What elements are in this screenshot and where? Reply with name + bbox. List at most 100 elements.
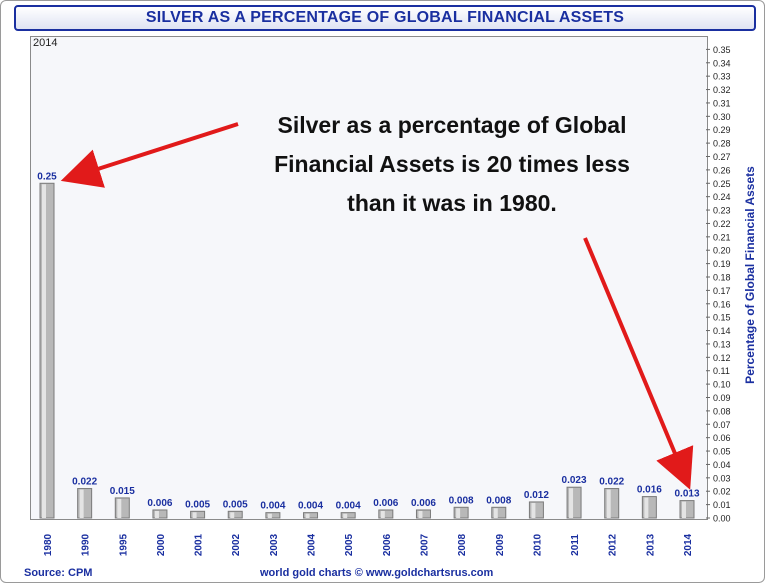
x-tick-label-1990: 1990	[81, 533, 92, 556]
y-tick-label: 0.11	[713, 366, 730, 376]
x-tick-label-2006: 2006	[382, 533, 393, 556]
bar-highlight	[305, 513, 310, 518]
value-label-2000: 0.006	[147, 498, 172, 509]
annotation-text: Silver as a percentage of Global Financi…	[222, 106, 682, 223]
y-tick-label: 0.35	[713, 45, 731, 55]
credit-label: world gold charts © www.goldchartsrus.co…	[260, 567, 494, 579]
plot-area	[30, 36, 708, 520]
x-tick-label-1995: 1995	[118, 533, 129, 556]
y-tick-label: 0.30	[713, 112, 731, 122]
annotation-line-3: than it was in 1980.	[347, 190, 557, 216]
chart-title: SILVER AS A PERCENTAGE OF GLOBAL FINANCI…	[145, 9, 625, 26]
y-tick-label: 0.24	[713, 192, 731, 202]
bar-2004	[303, 512, 319, 519]
value-label-2005: 0.004	[336, 501, 361, 512]
y-tick-label: 0.18	[713, 273, 731, 283]
value-label-1990: 0.022	[72, 477, 97, 488]
annotation-line-1: Silver as a percentage of Global	[277, 112, 627, 138]
year-tag: 2014	[33, 37, 58, 49]
bar-highlight	[192, 512, 197, 518]
bar-2005	[340, 512, 356, 519]
bar-2009	[491, 506, 507, 519]
y-tick-label: 0.13	[713, 339, 731, 349]
y-tick-label: 0.16	[713, 299, 731, 309]
bar-highlight	[380, 510, 385, 518]
y-tick-label: 0.06	[713, 433, 731, 443]
x-tick-label-2005: 2005	[344, 533, 355, 556]
y-tick-label: 0.14	[713, 326, 731, 336]
y-tick-label: 0.12	[713, 353, 731, 363]
bar-2006	[378, 509, 394, 519]
annotation-line-2: Financial Assets is 20 times less	[274, 151, 630, 177]
bar-highlight	[154, 510, 159, 518]
value-label-2007: 0.006	[411, 498, 436, 509]
y-tick-label: 0.02	[713, 487, 731, 497]
y-tick-label: 0.10	[713, 380, 731, 390]
bar-2003	[265, 512, 281, 519]
y-tick-label: 0.31	[713, 98, 731, 108]
bar-highlight	[42, 184, 46, 518]
bar-highlight	[343, 513, 348, 518]
bar-2007	[415, 509, 431, 519]
x-tick-label-2004: 2004	[307, 533, 318, 556]
value-label-2008: 0.008	[449, 495, 474, 506]
x-tick-label-2014: 2014	[683, 533, 694, 556]
x-tick-label-2003: 2003	[269, 533, 280, 556]
y-tick-label: 0.29	[713, 125, 731, 135]
y-tick-label: 0.22	[713, 219, 731, 229]
y-tick-label: 0.01	[713, 500, 731, 510]
x-tick-label-2011: 2011	[570, 534, 581, 556]
x-tick-label-2013: 2013	[645, 533, 656, 556]
y-tick-label: 0.20	[713, 246, 731, 256]
bar-highlight	[117, 498, 122, 518]
value-label-2001: 0.005	[185, 499, 210, 510]
value-label-2004: 0.004	[298, 501, 323, 512]
y-tick-label: 0.23	[713, 206, 731, 216]
y-tick-label: 0.04	[713, 460, 731, 470]
x-tick-label-2002: 2002	[231, 533, 242, 556]
x-tick-label-2008: 2008	[457, 533, 468, 556]
bar-highlight	[230, 512, 235, 518]
chart-title-bar: SILVER AS A PERCENTAGE OF GLOBAL FINANCI…	[14, 5, 756, 31]
bar-highlight	[418, 510, 423, 518]
source-label: Source: CPM	[24, 567, 93, 579]
bar-highlight	[569, 488, 574, 518]
y-tick-label: 0.27	[713, 152, 731, 162]
x-tick-label-2001: 2001	[194, 533, 205, 556]
bar-2002	[227, 510, 243, 519]
y-tick-label: 0.32	[713, 85, 731, 95]
y-tick-label: 0.15	[713, 313, 731, 323]
y-tick-label: 0.25	[713, 179, 731, 189]
y-tick-label: 0.05	[713, 447, 731, 457]
y-tick-label: 0.19	[713, 259, 731, 269]
y-tick-label: 0.00	[713, 514, 731, 524]
y-tick-label: 0.17	[713, 286, 731, 296]
y-tick-label: 0.28	[713, 139, 731, 149]
bar-highlight	[644, 497, 649, 518]
value-label-2012: 0.022	[599, 477, 624, 488]
y-tick-label: 0.21	[713, 232, 731, 242]
bar-highlight	[456, 508, 461, 518]
y-tick-label: 0.34	[713, 58, 731, 68]
bar-2000	[152, 509, 168, 519]
x-tick-label-1980: 1980	[43, 533, 54, 556]
y-tick-label: 0.33	[713, 72, 731, 82]
bar-highlight	[267, 513, 272, 518]
y-tick-label: 0.03	[713, 473, 731, 483]
bar-highlight	[682, 501, 686, 518]
value-label-1995: 0.015	[110, 486, 135, 497]
y-axis-label: Percentage of Global Financial Assets	[743, 166, 757, 384]
value-label-2010: 0.012	[524, 490, 549, 501]
arrow-to-1980	[60, 122, 239, 188]
value-label-2003: 0.004	[260, 501, 285, 512]
value-label-2011: 0.023	[562, 475, 587, 486]
value-label-2002: 0.005	[223, 499, 248, 510]
bar-highlight	[531, 502, 536, 518]
y-tick-label: 0.08	[713, 406, 731, 416]
x-tick-label-2009: 2009	[495, 533, 506, 556]
value-label-2006: 0.006	[373, 498, 398, 509]
x-tick-label-2000: 2000	[156, 533, 167, 556]
bar-highlight	[79, 489, 84, 518]
x-tick-label-2010: 2010	[532, 533, 543, 556]
